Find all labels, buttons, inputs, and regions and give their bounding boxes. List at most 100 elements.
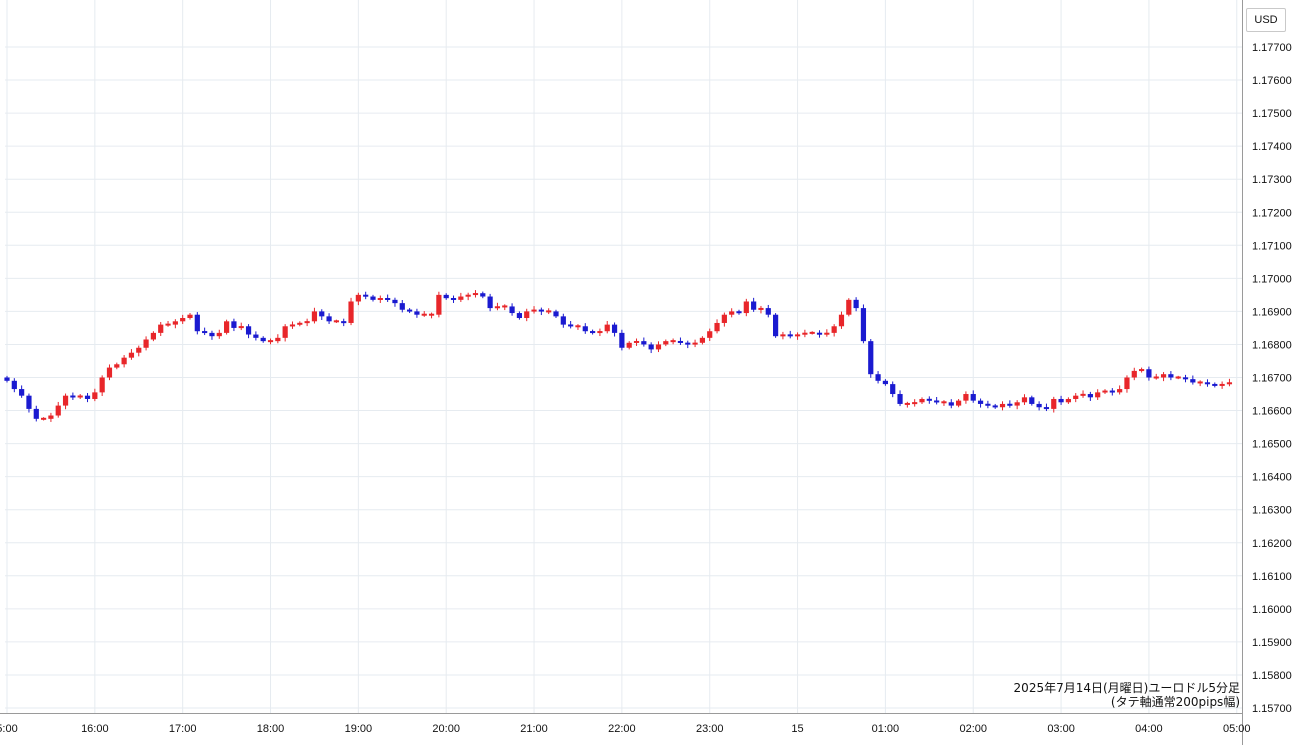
candle (992, 403, 998, 409)
candle-body (428, 313, 435, 316)
candle (1021, 394, 1028, 405)
candle (11, 378, 17, 393)
candle (1102, 389, 1108, 395)
candle-body (912, 402, 918, 405)
candle-body (816, 332, 823, 335)
candle (751, 297, 757, 312)
y-tick-labels: 1.17700 1.17600 1.17500 1.17400 1.17300 1.172… (1252, 42, 1292, 715)
candle (33, 405, 39, 422)
candle-body (319, 311, 325, 317)
candle-body (487, 296, 493, 309)
x-tick-label: 15 (791, 723, 803, 735)
candle-body (692, 342, 698, 345)
candle-body (26, 395, 32, 409)
candle-body (106, 367, 113, 378)
candle (1139, 367, 1145, 373)
candle-body (611, 324, 618, 333)
candle (802, 329, 808, 338)
caption-line-1: 2025年7月14日(月曜日)ユーロドル5分足 (1013, 681, 1240, 695)
candle-body (648, 344, 654, 350)
candle (355, 292, 361, 306)
candle-body (604, 324, 610, 332)
candle (202, 327, 208, 336)
candle-body (304, 321, 310, 324)
candle (165, 320, 171, 327)
candle-body (992, 405, 998, 408)
x-tick-label: 18:00 (257, 723, 285, 735)
candle (1146, 366, 1152, 381)
candle (114, 362, 120, 370)
candle-body (524, 311, 530, 319)
candle (436, 291, 442, 318)
candle (245, 324, 252, 339)
candle (326, 313, 332, 324)
candle (897, 390, 903, 407)
candle (824, 329, 830, 337)
candle-body (729, 311, 735, 315)
candle-body (1095, 392, 1101, 398)
x-tick-label: 01:00 (872, 723, 900, 735)
candle-body (348, 301, 354, 323)
candle-body (707, 331, 713, 338)
x-tick-label: 05:00 (1223, 723, 1251, 735)
candle-body (970, 394, 976, 401)
candle (538, 307, 544, 316)
candle (663, 339, 669, 347)
candle (1204, 379, 1211, 387)
candle (611, 322, 618, 337)
candle-body (282, 326, 288, 338)
candle (919, 397, 925, 404)
candle (55, 401, 61, 418)
candle (1014, 400, 1020, 410)
candle-body (538, 309, 544, 312)
candle (231, 318, 237, 332)
candle (1058, 395, 1064, 405)
candle (816, 330, 823, 338)
candle-body (626, 342, 632, 348)
candle-body (465, 294, 471, 297)
candle (216, 329, 222, 339)
candle (282, 324, 288, 342)
candle-body (633, 340, 640, 343)
candle-body (846, 299, 852, 315)
candle (765, 304, 771, 318)
y-tick-label: 1.16300 (1252, 505, 1292, 517)
candle-body (136, 347, 142, 353)
y-tick-label: 1.17500 (1252, 108, 1292, 120)
candle-body (677, 340, 684, 343)
candle-body (999, 403, 1006, 408)
candle (465, 292, 471, 301)
caption-line-2: (タテ軸通常200pips幅) (1110, 695, 1240, 709)
candle-body (597, 331, 603, 334)
candle-body (1080, 393, 1086, 396)
candle (860, 304, 867, 344)
candle (267, 338, 274, 345)
candle-body (1073, 395, 1079, 399)
x-tick-label: 03:00 (1047, 723, 1075, 735)
y-tick-label: 1.17600 (1252, 75, 1292, 87)
candle (443, 293, 449, 300)
candle-body (546, 310, 552, 313)
candle (553, 309, 559, 319)
candle-body (1219, 383, 1225, 386)
candle (48, 412, 54, 422)
candle-body (385, 298, 391, 301)
candle (150, 331, 156, 342)
candle-body (1226, 382, 1233, 385)
candle (224, 319, 230, 335)
candle-body (114, 364, 120, 368)
y-tick-label: 1.15700 (1252, 703, 1292, 715)
x-tick-label: 17:00 (169, 723, 197, 735)
candle (912, 399, 918, 407)
candle (480, 291, 486, 299)
candle (385, 294, 391, 302)
candle (531, 306, 537, 314)
currency-badge[interactable]: USD (1246, 8, 1286, 32)
candle (1153, 373, 1159, 380)
candle (641, 337, 647, 347)
candle-body (655, 344, 662, 350)
candle (868, 338, 874, 378)
candle (377, 295, 383, 303)
candle (99, 375, 105, 397)
candle (472, 290, 479, 298)
